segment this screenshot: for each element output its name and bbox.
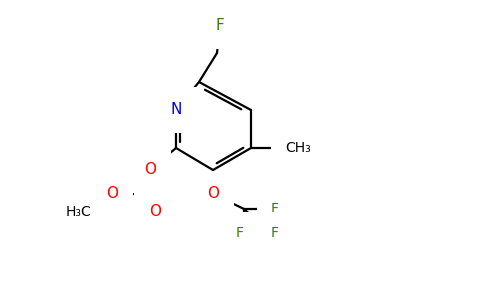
Text: O: O xyxy=(106,187,118,202)
Text: F: F xyxy=(271,226,279,240)
Text: CH₃: CH₃ xyxy=(285,141,311,155)
Text: F: F xyxy=(236,226,244,240)
Text: O: O xyxy=(207,187,219,202)
Text: O: O xyxy=(144,163,156,178)
Text: H₃C: H₃C xyxy=(65,205,91,219)
Text: N: N xyxy=(170,103,182,118)
Text: O: O xyxy=(149,205,161,220)
Text: F: F xyxy=(271,202,279,216)
Text: F: F xyxy=(216,19,225,34)
